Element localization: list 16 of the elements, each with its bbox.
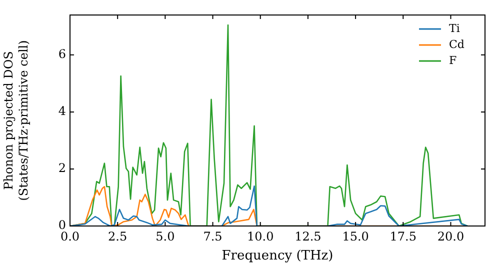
x-tick-label: 17.5 [390,229,416,244]
y-tick-label: 4 [58,104,66,118]
y-tick-label: 6 [58,47,66,62]
legend-label: Cd [449,38,464,51]
y-axis-title: Phonon projected DOS (States/THz·primitive cell) [2,40,31,201]
x-tick-label: 15.0 [342,229,369,244]
x-tick-label: 20.0 [437,229,464,244]
y-tick-label: 2 [58,161,66,176]
x-tick-label: 10.0 [247,229,274,244]
x-tick-label: 7.5 [203,229,222,244]
x-tick-label: 12.5 [294,229,322,244]
legend-label: F [449,54,457,67]
x-axis-title: Frequency (THz) [222,248,334,264]
x-tick-label: 5.0 [156,229,175,244]
x-tick-label: 2.5 [108,229,128,244]
legend-label: Ti [449,22,460,35]
